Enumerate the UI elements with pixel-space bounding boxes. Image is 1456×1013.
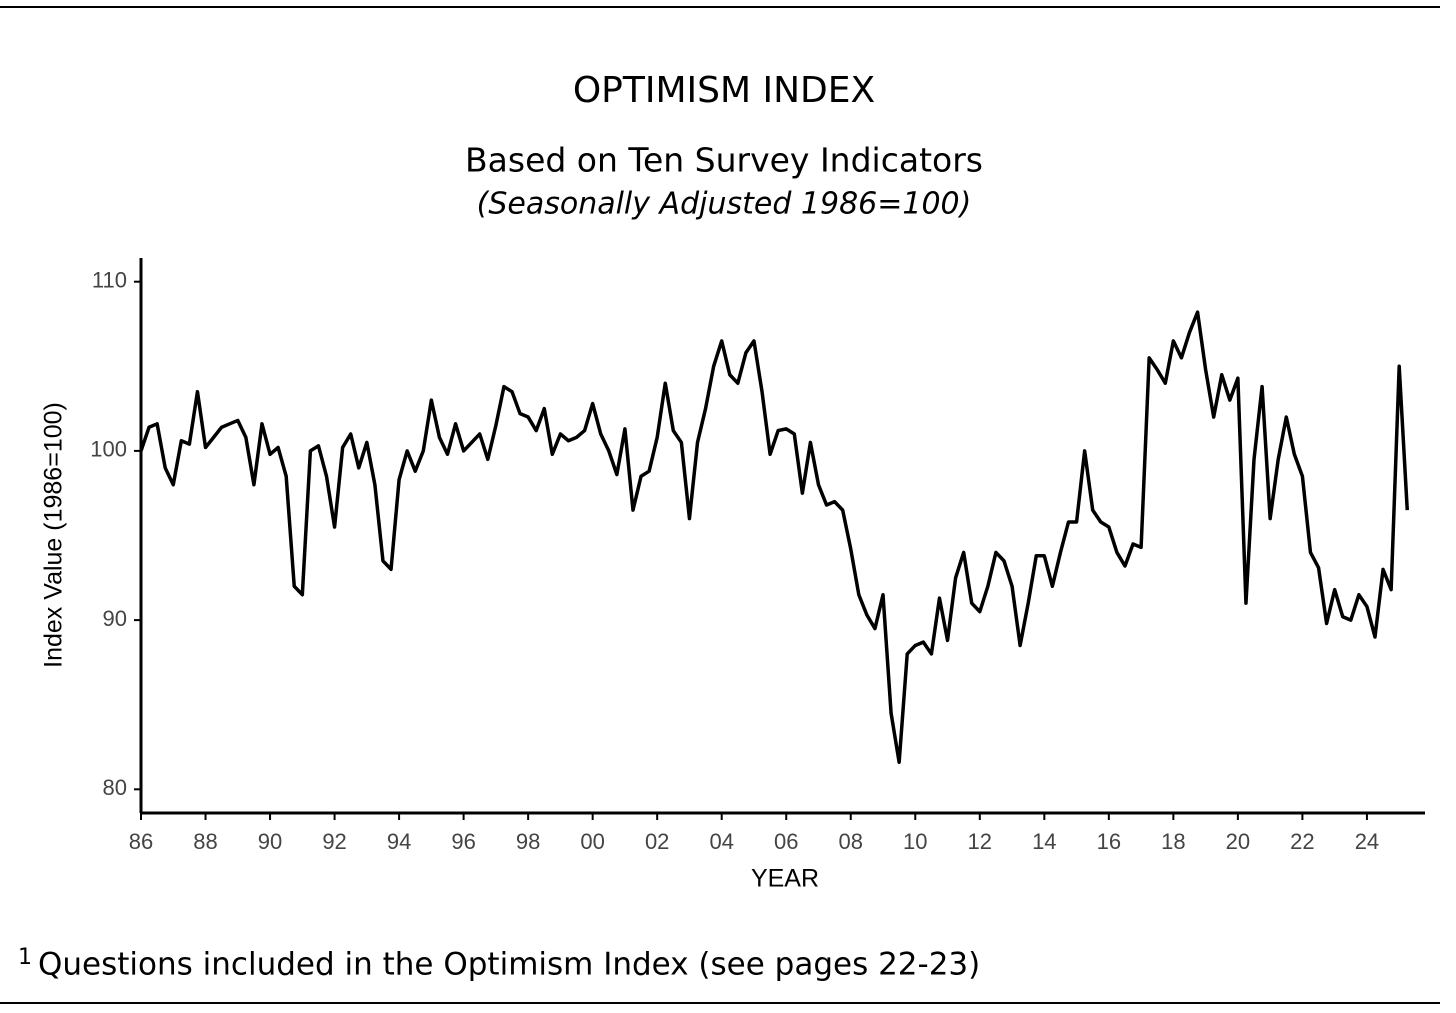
x-tick-label: 96 (451, 829, 475, 854)
y-tick-label: 80 (103, 775, 127, 800)
x-tick-label: 02 (645, 829, 669, 854)
chart-subtitle-note: (Seasonally Adjusted 1986=100) (477, 187, 972, 222)
x-tick-label: 98 (516, 829, 540, 854)
x-tick-label: 12 (968, 829, 992, 854)
footnote: Questions included in the Optimism Index… (38, 947, 980, 983)
y-tick-label: 110 (92, 268, 127, 293)
x-tick-label: 24 (1355, 829, 1379, 854)
x-axis-title: YEAR (751, 865, 819, 893)
x-tick-label: 90 (258, 829, 282, 854)
x-tick-label: 00 (580, 829, 604, 854)
x-tick-label: 08 (839, 829, 863, 854)
chart-subtitle: Based on Ten Survey Indicators (465, 141, 983, 180)
x-tick-label: 16 (1097, 829, 1121, 854)
x-tick-label: 10 (903, 829, 927, 854)
footnote-marker: 1 (18, 945, 32, 970)
x-tick-label: 94 (387, 829, 411, 854)
x-tick-label: 06 (774, 829, 798, 854)
x-tick-label: 18 (1161, 829, 1185, 854)
x-tick-label: 86 (129, 829, 153, 854)
chart-title: OPTIMISM INDEX (573, 70, 875, 111)
x-tick-label: 92 (322, 829, 346, 854)
x-tick-label: 20 (1226, 829, 1250, 854)
x-tick-label: 04 (709, 829, 733, 854)
y-tick-label: 90 (103, 606, 127, 631)
x-tick-label: 88 (193, 829, 217, 854)
x-tick-label: 22 (1290, 829, 1314, 854)
y-tick-label: 100 (90, 437, 127, 462)
index-line (139, 310, 1410, 764)
x-tick-label: 14 (1032, 829, 1056, 854)
y-axis-title: Index Value (1986=100) (40, 402, 68, 668)
